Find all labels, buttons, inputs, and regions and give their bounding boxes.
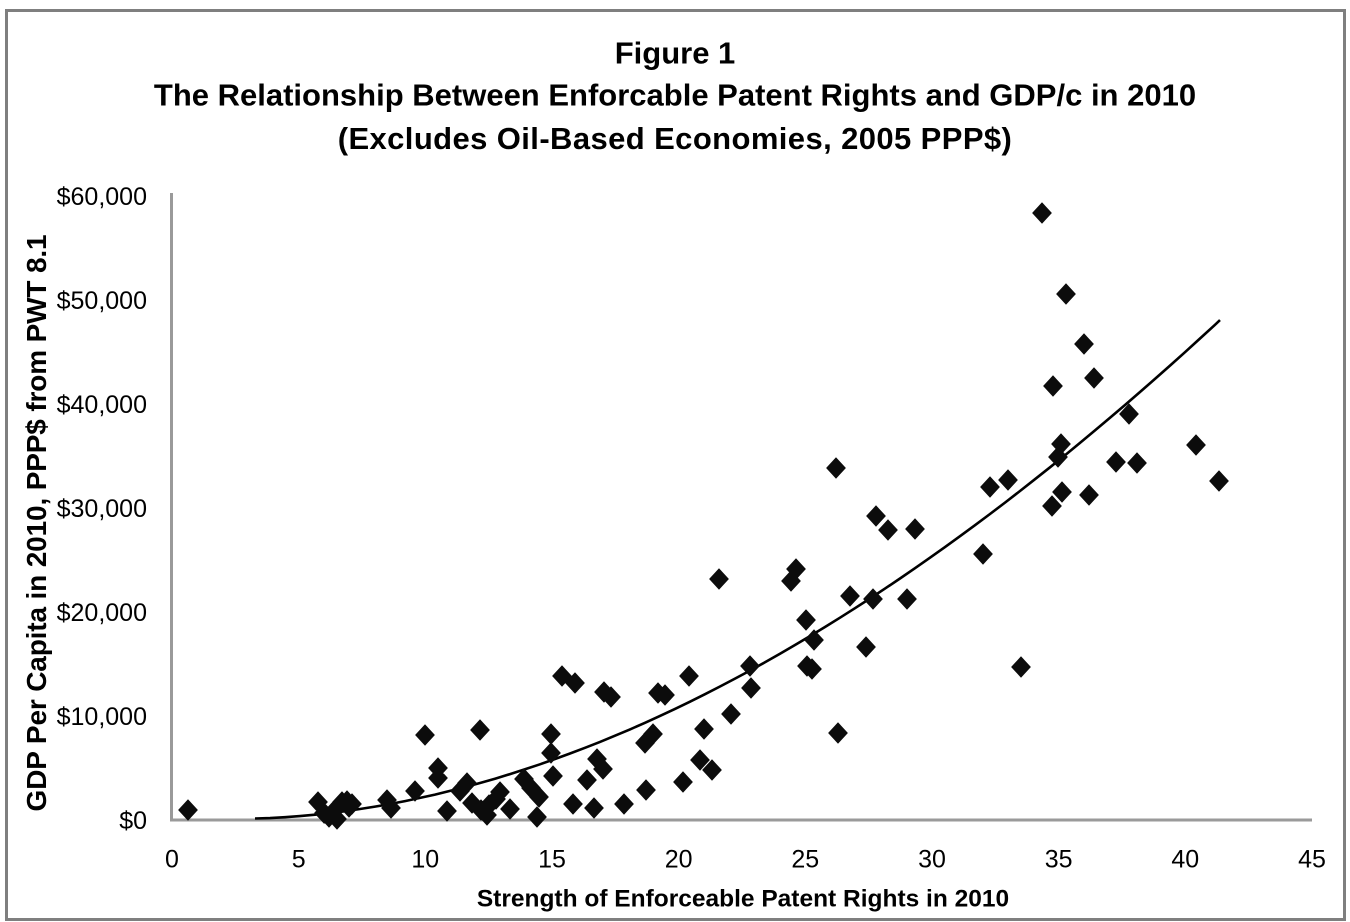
svg-text:$10,000: $10,000: [57, 703, 147, 731]
svg-text:Strength of Enforceable Patent: Strength of Enforceable Patent Rights in…: [477, 886, 1009, 913]
svg-text:45: 45: [1298, 845, 1326, 873]
svg-text:0: 0: [165, 845, 179, 873]
svg-text:40: 40: [1171, 845, 1199, 873]
svg-text:$30,000: $30,000: [57, 495, 147, 523]
svg-text:$20,000: $20,000: [57, 599, 147, 627]
svg-text:15: 15: [538, 845, 566, 873]
svg-text:$40,000: $40,000: [57, 391, 147, 419]
svg-text:The Relationship Between Enfor: The Relationship Between Enforcable Pate…: [154, 78, 1196, 113]
svg-text:30: 30: [918, 845, 946, 873]
svg-text:5: 5: [292, 845, 306, 873]
svg-text:10: 10: [411, 845, 439, 873]
svg-text:$60,000: $60,000: [57, 183, 147, 211]
svg-text:$0: $0: [119, 807, 147, 835]
svg-text:GDP Per Capita in 2010, PPP$ f: GDP Per Capita in 2010, PPP$ from PWT 8.…: [21, 235, 52, 812]
svg-text:20: 20: [665, 845, 693, 873]
svg-text:(Excludes Oil-Based Economies,: (Excludes Oil-Based Economies, 2005 PPP$…: [338, 121, 1013, 156]
svg-text:35: 35: [1045, 845, 1073, 873]
svg-text:$50,000: $50,000: [57, 287, 147, 315]
svg-text:25: 25: [791, 845, 819, 873]
svg-text:Figure 1: Figure 1: [615, 36, 736, 71]
